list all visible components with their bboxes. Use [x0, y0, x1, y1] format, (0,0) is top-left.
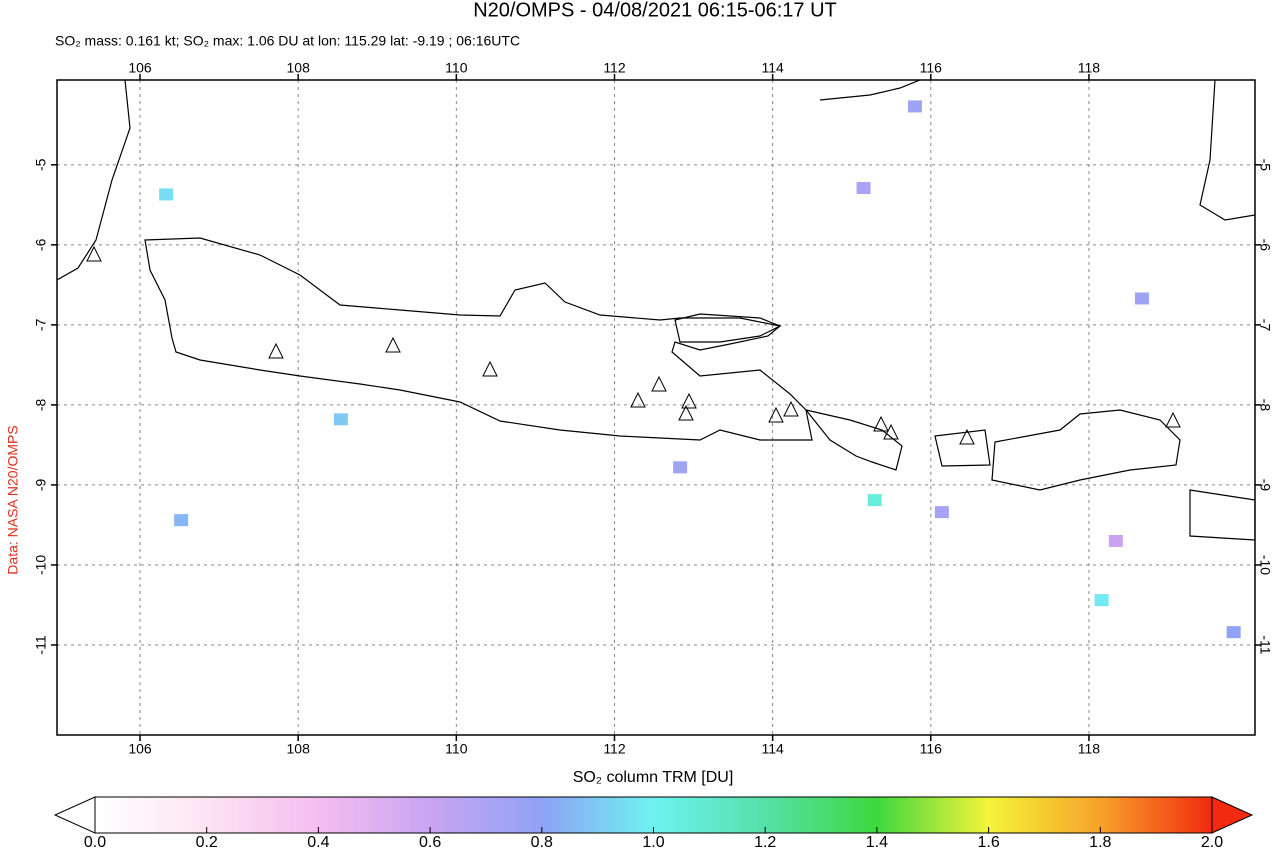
credit: Data: NASA N20/OMPS — [5, 425, 21, 574]
volcano — [268, 342, 284, 359]
subtitle: SO₂ mass: 0.161 kt; SO₂ max: 1.06 DU at … — [55, 33, 520, 49]
lon-tick-label: 110 — [445, 60, 468, 76]
colorbar-max-arrow — [1211, 796, 1254, 834]
coast-lombok — [934, 429, 991, 467]
lon-tick-label: 112 — [603, 60, 626, 76]
so2-cell — [1226, 626, 1241, 639]
volcano — [783, 400, 799, 417]
colorbar-tick-label: 1.2 — [754, 834, 776, 851]
lon-tick-label: 110 — [445, 741, 468, 757]
colorbar-ticks: 0.0 0.2 0.4 0.6 0.8 1.0 1.2 1.4 1.6 1.8 2.0 — [84, 827, 1223, 851]
colorbar-label: SO₂ column TRM [DU] — [573, 769, 734, 786]
coast-borneo — [819, 80, 921, 101]
lat-tick-label: -9 — [33, 478, 49, 491]
coast-sulawesi — [1199, 80, 1255, 221]
lat-tick-label: -8 — [33, 398, 49, 411]
lon-tick-label: 118 — [1078, 741, 1101, 757]
volcano — [385, 336, 401, 353]
axes: 106 106 108 108 110 110 112 112 114 114 116 116 118 1… — [33, 60, 1272, 757]
so2-cell — [1108, 534, 1123, 547]
volcano — [86, 245, 102, 262]
so2-cell — [934, 506, 949, 519]
lon-tick-label: 118 — [1078, 60, 1101, 76]
coast-bali — [804, 409, 903, 471]
so2-cell — [174, 514, 189, 527]
so2-cell — [159, 188, 174, 201]
lon-tick-label: 108 — [287, 60, 311, 76]
colorbar-tick-label: 0.2 — [196, 834, 218, 851]
lon-tick-label: 106 — [128, 60, 152, 76]
colorbar-tick-label: 0.0 — [84, 834, 106, 851]
lat-tick-label: -5 — [33, 158, 49, 171]
lat-tick-label: -8 — [1257, 399, 1272, 412]
colorbar-tick-label: 1.6 — [977, 834, 999, 851]
lon-tick-label: 116 — [920, 60, 943, 76]
colorbar-tick-label: 1.8 — [1089, 834, 1111, 851]
lat-tick-label: -7 — [33, 318, 49, 331]
so2-cell — [1094, 594, 1109, 607]
lon-tick-label: 114 — [761, 741, 784, 757]
volcano — [1165, 411, 1181, 428]
lon-tick-label: 116 — [920, 741, 943, 757]
lat-tick-label: -11 — [1257, 635, 1272, 654]
colorbar-tick-label: 0.8 — [531, 834, 553, 851]
volcano — [681, 392, 697, 409]
colorbar-min-arrow — [53, 796, 96, 834]
lon-tick-label: 112 — [603, 741, 626, 757]
coast-flores — [1189, 489, 1255, 541]
volcano — [768, 406, 784, 423]
volcano — [959, 428, 975, 445]
so2-cell — [907, 100, 922, 113]
volcano — [678, 404, 694, 421]
map-frame — [56, 79, 1256, 736]
so2-cell — [867, 494, 882, 507]
colorbar-tick-label: 2.0 — [1201, 834, 1223, 851]
so2-cell — [1134, 292, 1149, 305]
lat-tick-label: -10 — [33, 555, 49, 575]
lat-tick-label: -6 — [1257, 239, 1272, 252]
lat-tick-label: -10 — [1257, 555, 1272, 575]
coastlines — [57, 80, 1255, 541]
title: N20/OMPS - 04/08/2021 06:15-06:17 UT — [473, 0, 837, 21]
lat-tick-label: -6 — [33, 238, 49, 251]
volcano — [630, 391, 646, 408]
colorbar-tick-label: 1.4 — [866, 834, 888, 851]
volcano — [873, 415, 889, 432]
coast-madura — [674, 313, 782, 343]
cells-layer — [159, 100, 1241, 639]
volcano — [651, 375, 667, 392]
volcano — [883, 423, 899, 440]
lat-tick-label: -11 — [33, 635, 49, 654]
grid-layer — [57, 80, 1255, 735]
lon-tick-label: 114 — [761, 60, 784, 76]
colorbar-tick-label: 0.4 — [307, 834, 329, 851]
volcanoes — [86, 245, 1181, 445]
so2-cell — [333, 413, 348, 426]
coast-java — [144, 237, 813, 441]
coast-sumatra — [57, 80, 131, 281]
volcano — [482, 360, 498, 377]
lat-tick-label: -5 — [1257, 159, 1272, 172]
lon-tick-label: 108 — [287, 741, 311, 757]
lat-tick-label: -9 — [1257, 479, 1272, 492]
so2-cell — [856, 182, 871, 195]
coast-sumbawa — [991, 409, 1181, 491]
lon-tick-label: 106 — [128, 741, 152, 757]
colorbar-tick-label: 0.6 — [419, 834, 441, 851]
so2-cell — [673, 461, 688, 474]
lat-tick-label: -7 — [1257, 319, 1272, 332]
colorbar-tick-label: 1.0 — [642, 834, 664, 851]
